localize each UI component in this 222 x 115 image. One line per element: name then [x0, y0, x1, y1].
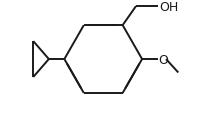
Text: OH: OH [159, 1, 178, 13]
Text: O: O [159, 53, 168, 66]
